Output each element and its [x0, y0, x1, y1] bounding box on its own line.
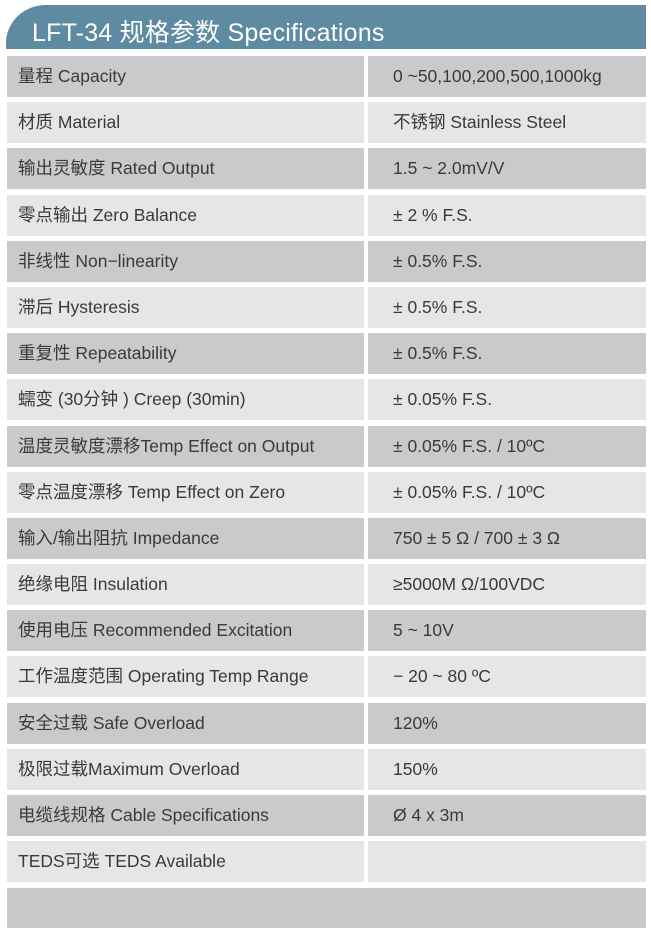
spec-label: 非线性 Non−linearity — [7, 240, 364, 282]
spec-label: 量程 Capacity — [7, 56, 364, 97]
table-row: 绝缘电阻 Insulation ≥5000M Ω/100VDC — [7, 564, 646, 606]
spec-label: 温度灵敏度漂移Temp Effect on Output — [7, 425, 364, 467]
spec-value: 150% — [368, 748, 646, 790]
spec-label: 零点输出 Zero Balance — [7, 194, 364, 236]
spec-label: 绝缘电阻 Insulation — [7, 564, 364, 606]
table-row: 工作温度范围 Operating Temp Range − 20 ~ 80 ºC — [7, 656, 646, 698]
spec-value: ± 0.05% F.S. / 10ºC — [368, 471, 646, 513]
table-row: 极限过载Maximum Overload 150% — [7, 748, 646, 790]
spec-label: 输入/输出阻抗 Impedance — [7, 517, 364, 559]
table-row: 零点温度漂移 Temp Effect on Zero ± 0.05% F.S. /… — [7, 471, 646, 513]
spec-label: 使用电压 Recommended Excitation — [7, 610, 364, 652]
table-footer-bar — [7, 888, 646, 928]
spec-label: 重复性 Repeatability — [7, 333, 364, 375]
table-row: 材质 Material 不锈钢 Stainless Steel — [7, 102, 646, 144]
table-row: 蠕变 (30分钟 ) Creep (30min) ± 0.05% F.S. — [7, 379, 646, 421]
spec-value — [368, 841, 646, 883]
spec-value: ± 0.5% F.S. — [368, 333, 646, 375]
spec-label: 零点温度漂移 Temp Effect on Zero — [7, 471, 364, 513]
spec-label: 蠕变 (30分钟 ) Creep (30min) — [7, 379, 364, 421]
spec-label: 材质 Material — [7, 102, 364, 144]
spec-label: 工作温度范围 Operating Temp Range — [7, 656, 364, 698]
spec-value: − 20 ~ 80 ºC — [368, 656, 646, 698]
spec-value: 120% — [368, 702, 646, 744]
table-row: 温度灵敏度漂移Temp Effect on Output ± 0.05% F.S.… — [7, 425, 646, 467]
spec-label: 极限过载Maximum Overload — [7, 748, 364, 790]
spec-value: 0 ~50,100,200,500,1000kg — [368, 56, 646, 97]
spec-label: 电缆线规格 Cable Specifications — [7, 795, 364, 836]
spec-title: LFT-34 规格参数 Specifications — [32, 19, 385, 47]
spec-value: ≥5000M Ω/100VDC — [368, 564, 646, 606]
table-row: 电缆线规格 Cable Specifications Ø 4 x 3m — [7, 795, 646, 836]
spec-value: Ø 4 x 3m — [368, 795, 646, 836]
spec-value: 1.5 ~ 2.0mV/V — [368, 148, 646, 190]
table-row: 输出灵敏度 Rated Output 1.5 ~ 2.0mV/V — [7, 148, 646, 190]
spec-value: ± 0.05% F.S. / 10ºC — [368, 425, 646, 467]
spec-value: 750 ± 5 Ω / 700 ± 3 Ω — [368, 517, 646, 559]
spec-value: ± 0.5% F.S. — [368, 240, 646, 282]
spec-value: ± 2 % F.S. — [368, 194, 646, 236]
spec-table: 量程 Capacity 0 ~50,100,200,500,1000kg 材质 Ma… — [7, 56, 646, 887]
table-row: 使用电压 Recommended Excitation 5 ~ 10V — [7, 610, 646, 652]
table-row: 零点输出 Zero Balance ± 2 % F.S. — [7, 194, 646, 236]
table-row: TEDS可选 TEDS Available — [7, 841, 646, 883]
spec-label: 安全过载 Safe Overload — [7, 702, 364, 744]
table-row: 滞后 Hysteresis ± 0.5% F.S. — [7, 286, 646, 328]
spec-label: 滞后 Hysteresis — [7, 286, 364, 328]
table-row: 量程 Capacity 0 ~50,100,200,500,1000kg — [7, 56, 646, 97]
table-row: 输入/输出阻抗 Impedance 750 ± 5 Ω / 700 ± 3 Ω — [7, 517, 646, 559]
table-row: 非线性 Non−linearity ± 0.5% F.S. — [7, 240, 646, 282]
spec-label: TEDS可选 TEDS Available — [7, 841, 364, 883]
table-row: 重复性 Repeatability ± 0.5% F.S. — [7, 333, 646, 375]
spec-value: 5 ~ 10V — [368, 610, 646, 652]
spec-label: 输出灵敏度 Rated Output — [7, 148, 364, 190]
spec-value: 不锈钢 Stainless Steel — [368, 102, 646, 144]
spec-header: LFT-34 规格参数 Specifications — [6, 5, 646, 49]
spec-value: ± 0.5% F.S. — [368, 286, 646, 328]
spec-value: ± 0.05% F.S. — [368, 379, 646, 421]
table-row: 安全过载 Safe Overload 120% — [7, 702, 646, 744]
